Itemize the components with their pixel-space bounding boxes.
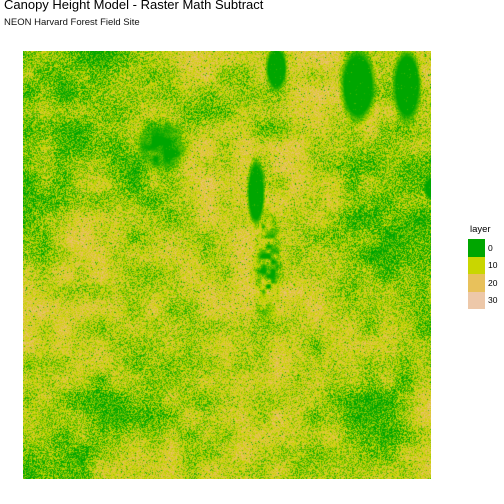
raster-plot-area — [23, 51, 431, 479]
legend-swatch-10 — [468, 256, 485, 274]
canopy-height-raster — [23, 51, 431, 479]
chart-subtitle: NEON Harvard Forest Field Site — [4, 17, 140, 28]
legend-title: layer — [470, 224, 491, 235]
legend-swatch-20 — [468, 274, 485, 292]
legend-label-0: 0 — [488, 242, 493, 253]
legend: layer 0 10 20 30 — [468, 224, 504, 309]
legend-entry-30: 30 — [468, 291, 504, 309]
legend-swatch-30 — [468, 291, 485, 309]
legend-entry-0: 0 — [468, 239, 504, 257]
legend-label-20: 20 — [488, 277, 498, 288]
legend-entry-20: 20 — [468, 274, 504, 292]
legend-swatch-0 — [468, 239, 485, 257]
legend-entry-10: 10 — [468, 256, 504, 274]
chart-title: Canopy Height Model - Raster Math Subtra… — [4, 0, 264, 12]
legend-label-30: 30 — [488, 295, 498, 306]
legend-label-10: 10 — [488, 260, 498, 271]
